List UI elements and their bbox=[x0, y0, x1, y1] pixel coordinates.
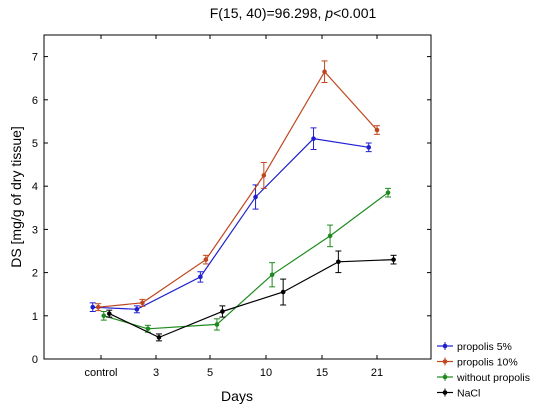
legend-label: propolis 10% bbox=[457, 357, 518, 369]
data-point bbox=[101, 313, 107, 319]
series-line bbox=[98, 70, 378, 308]
chart-title-text: F(15, 40)=96.298, bbox=[210, 5, 326, 21]
plot-frame bbox=[43, 34, 432, 360]
legend-item-1: propolis 10% bbox=[437, 357, 518, 369]
y-tick-label: 0 bbox=[32, 354, 38, 366]
data-point bbox=[198, 274, 203, 280]
series-0 bbox=[89, 127, 372, 314]
legend-item-2: without propolis bbox=[437, 372, 530, 384]
legend-marker bbox=[442, 390, 448, 395]
data-point bbox=[374, 127, 380, 133]
series-line bbox=[92, 138, 369, 310]
data-point bbox=[95, 304, 101, 310]
legend-marker bbox=[442, 343, 448, 349]
series-3 bbox=[106, 250, 397, 342]
data-point bbox=[280, 289, 286, 295]
x-axis: control 3 5 10 15 21 bbox=[84, 35, 383, 379]
x-tick-label: control bbox=[84, 367, 117, 379]
x-tick-label: 21 bbox=[371, 367, 383, 379]
chart-title-p: p bbox=[324, 5, 333, 21]
data-point bbox=[385, 190, 391, 195]
y-tick-label: 2 bbox=[32, 268, 38, 280]
legend-label: without propolis bbox=[456, 372, 530, 384]
data-point bbox=[214, 322, 220, 327]
y-tick-label: 4 bbox=[32, 181, 38, 193]
data-point bbox=[134, 307, 140, 312]
data-point bbox=[322, 69, 327, 75]
x-tick-label: 15 bbox=[316, 367, 328, 379]
data-point bbox=[156, 335, 162, 340]
legend-label: propolis 5% bbox=[457, 341, 512, 353]
y-tick-label: 1 bbox=[32, 311, 38, 323]
y-tick-label: 6 bbox=[32, 95, 38, 107]
legend: propolis 5% propolis 10% without propolis N… bbox=[437, 341, 530, 400]
y-tick-label: 5 bbox=[32, 138, 38, 150]
data-point bbox=[336, 259, 341, 265]
data-point bbox=[311, 136, 316, 141]
x-tick-label: 10 bbox=[260, 367, 272, 379]
series-line bbox=[103, 192, 389, 330]
legend-marker bbox=[442, 374, 448, 380]
y-axis: 0 1 2 3 4 5 6 7 bbox=[32, 52, 431, 366]
data-point bbox=[269, 272, 275, 278]
data-point bbox=[90, 304, 96, 310]
series-layer bbox=[89, 60, 397, 342]
chart-title: F(15, 40)=96.298, p<0.001 bbox=[210, 5, 377, 21]
y-tick-label: 3 bbox=[32, 224, 38, 236]
data-point bbox=[140, 300, 145, 306]
legend-item-0: propolis 5% bbox=[437, 341, 512, 353]
series-line bbox=[109, 259, 394, 339]
data-point bbox=[327, 233, 333, 239]
data-point bbox=[203, 257, 209, 262]
data-point bbox=[145, 326, 151, 332]
legend-marker bbox=[442, 359, 448, 364]
data-point bbox=[391, 257, 396, 262]
x-tick-label: 3 bbox=[153, 367, 159, 379]
legend-label: NaCl bbox=[457, 388, 480, 400]
y-axis-label: DS [mg/g of dry tissue] bbox=[8, 126, 24, 268]
legend-item-3: NaCl bbox=[437, 388, 480, 400]
data-point bbox=[261, 173, 267, 178]
y-tick-label: 7 bbox=[32, 52, 38, 64]
series-1 bbox=[95, 60, 380, 312]
data-point bbox=[220, 309, 225, 314]
chart-title-suffix: <0.001 bbox=[333, 5, 376, 21]
x-axis-label: Days bbox=[221, 388, 253, 404]
series-2 bbox=[100, 187, 392, 333]
data-point bbox=[366, 145, 372, 150]
data-point bbox=[253, 194, 258, 200]
x-tick-label: 5 bbox=[207, 367, 213, 379]
data-point bbox=[106, 311, 112, 316]
